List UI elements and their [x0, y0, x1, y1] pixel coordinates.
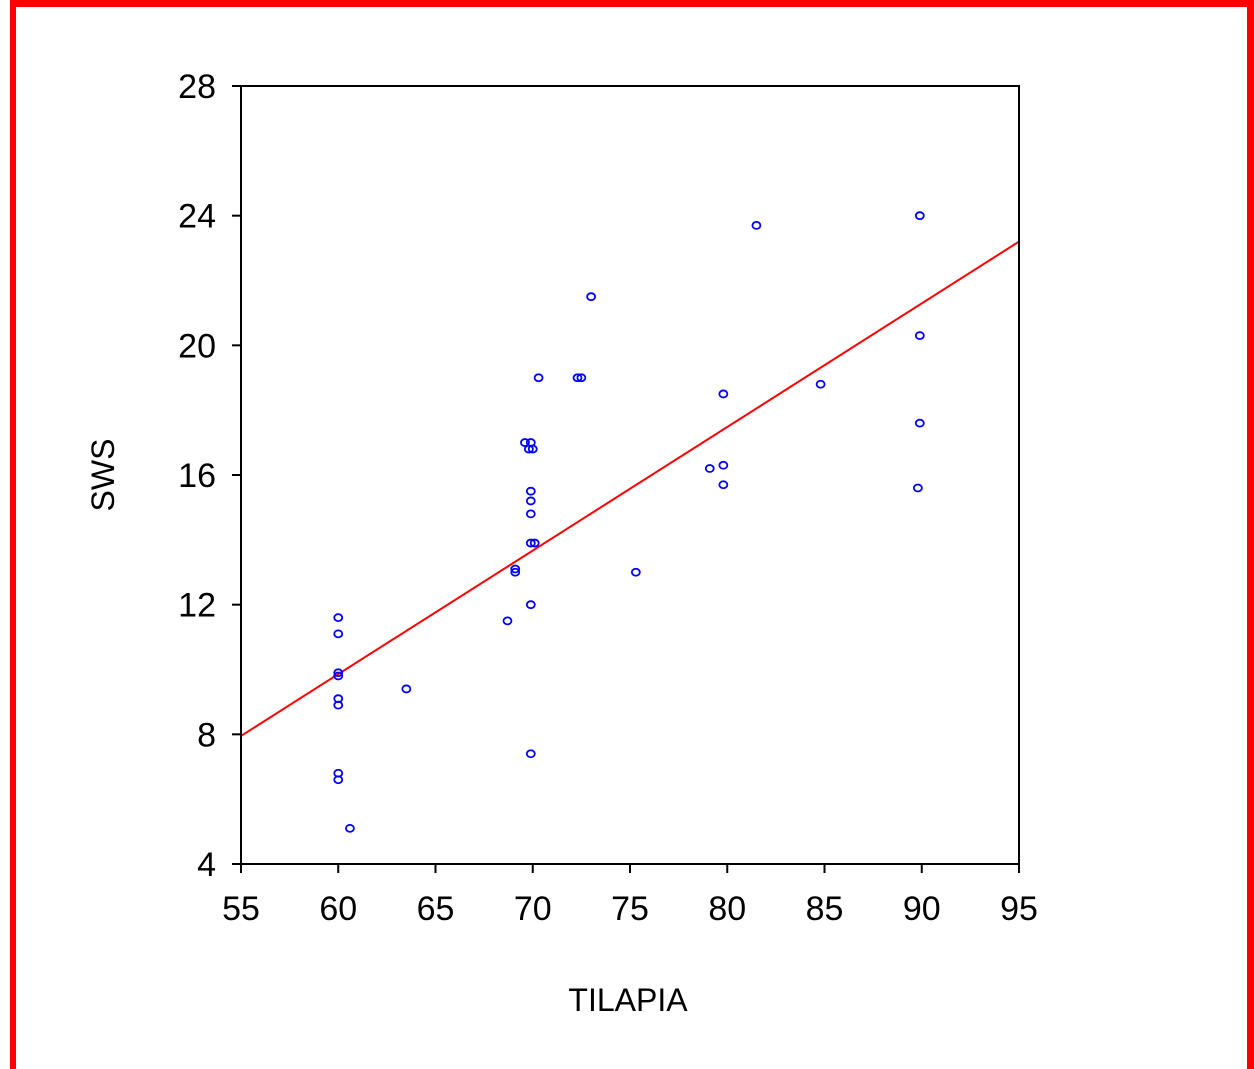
data-point [510, 567, 521, 577]
y-tick-label: 16 [178, 457, 216, 495]
data-point [586, 292, 596, 302]
x-tick-label: 75 [611, 890, 649, 928]
data-point [333, 613, 344, 623]
data-point [718, 460, 729, 470]
data-point [333, 775, 344, 785]
data-point [704, 464, 715, 473]
y-axis-title: SWS [85, 439, 121, 512]
x-axis-title: TILAPIA [568, 982, 688, 1018]
x-tick-label: 70 [514, 890, 552, 928]
data-point [333, 671, 344, 681]
x-tick-label: 55 [222, 890, 260, 928]
data-point [345, 823, 355, 833]
data-point [525, 509, 536, 519]
data-point [525, 538, 536, 548]
x-tick-label: 80 [708, 890, 746, 928]
data-point [525, 486, 536, 496]
data-point [630, 567, 641, 577]
data-point [815, 379, 826, 389]
y-tick-label: 24 [178, 198, 216, 236]
data-point [914, 418, 925, 428]
regression-line [240, 240, 1020, 737]
x-tick-label: 65 [417, 890, 455, 928]
y-tick-label: 20 [178, 327, 216, 365]
plot-area-frame [240, 85, 1020, 865]
frame-top-border [10, 0, 1254, 7]
y-tick-label: 4 [197, 846, 216, 884]
frame-right-border [1247, 0, 1254, 1069]
y-tick-label: 12 [178, 587, 216, 625]
data-point [572, 373, 583, 383]
data-point [718, 389, 729, 399]
data-point [401, 684, 412, 694]
x-tick-label: 90 [903, 890, 941, 928]
data-point [525, 496, 536, 506]
data-point [914, 331, 925, 341]
data-point [333, 668, 344, 678]
data-point [520, 438, 530, 447]
data-point [525, 600, 536, 610]
data-point [912, 483, 923, 493]
data-point [576, 373, 587, 383]
data-point [533, 373, 544, 383]
data-point [525, 749, 536, 759]
data-point [333, 629, 344, 639]
y-tick-label: 8 [197, 716, 216, 754]
data-point [333, 700, 344, 710]
data-point [751, 220, 762, 230]
x-tick-label: 95 [1000, 890, 1038, 928]
data-point [718, 480, 729, 490]
data-point [502, 616, 513, 626]
x-tick-label: 60 [319, 890, 357, 928]
data-point [527, 444, 538, 454]
data-point [510, 564, 521, 574]
y-tick-label: 28 [178, 68, 216, 106]
frame-left-border [10, 0, 16, 1069]
data-point [914, 211, 925, 221]
x-tick-label: 85 [806, 890, 844, 928]
data-point [529, 538, 540, 548]
